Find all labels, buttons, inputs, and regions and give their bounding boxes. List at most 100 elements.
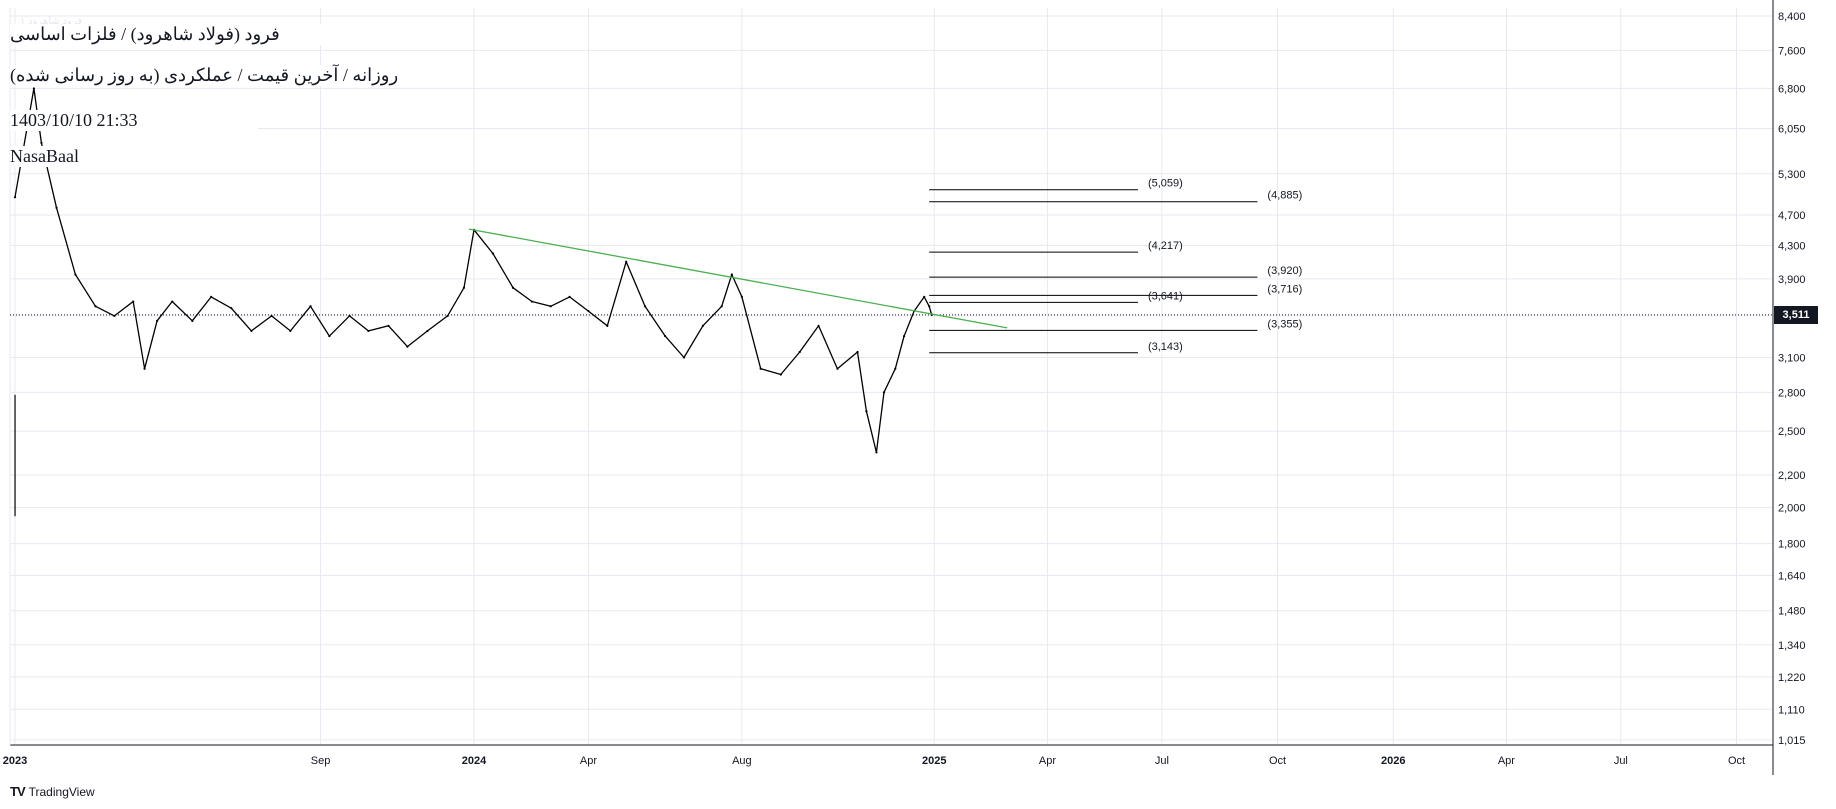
chart-datetime: 1403/10/10 21:33 (10, 110, 258, 131)
x-tick-label: Oct (1728, 755, 1745, 767)
price-point (40, 141, 43, 145)
x-tick-label: 2023 (3, 755, 27, 767)
price-point (894, 367, 897, 370)
chart-subtitle: روزانه / آخرین قیمت / عملکردی (به روز رس… (10, 65, 469, 86)
price-level-label: (4,885) (1267, 190, 1302, 202)
price-point (759, 367, 762, 370)
price-point (191, 319, 194, 322)
price-level-label: (3,641) (1148, 290, 1183, 302)
price-point (426, 329, 429, 333)
price-point (113, 314, 116, 318)
price-point (511, 286, 515, 289)
price-point (701, 324, 704, 327)
y-tick-label: 6,050 (1778, 123, 1806, 135)
price-point (32, 87, 35, 90)
y-tick-label: 4,700 (1778, 210, 1806, 222)
price-point (928, 305, 931, 308)
price-point (779, 373, 782, 376)
y-tick-label: 1,110 (1778, 704, 1805, 716)
price-level-label: (3,920) (1267, 265, 1302, 277)
price-point (143, 367, 146, 370)
y-tick-label: 2,800 (1778, 387, 1806, 399)
price-point (462, 286, 466, 289)
price-level-label: (3,355) (1267, 318, 1302, 330)
price-level-label: (3,716) (1267, 283, 1302, 295)
price-point (13, 196, 17, 199)
price-point (367, 329, 370, 333)
chart-axes: 8,400 7,600 6,800 6,050 5,300 4,700 4,300 3,900… (3, 0, 1806, 775)
price-point (250, 329, 253, 333)
price-point (289, 329, 292, 333)
price-point (568, 295, 571, 298)
y-tick-label: 1,015 (1778, 735, 1806, 747)
x-tick-label: 2026 (1381, 755, 1405, 767)
price-point (406, 345, 409, 348)
price-level-label: (4,217) (1148, 240, 1183, 252)
x-tick-label: Sep (311, 755, 331, 767)
y-tick-label: 6,800 (1778, 83, 1806, 95)
price-point (643, 305, 647, 308)
price-point (309, 305, 312, 308)
price-point (230, 307, 233, 310)
y-tick-label: 8,400 (1778, 11, 1806, 23)
x-tick-label: Apr (580, 755, 597, 767)
y-tick-label: 1,800 (1778, 539, 1806, 551)
y-tick-label: 3,900 (1778, 274, 1806, 286)
x-tick-label: Apr (1498, 755, 1515, 767)
price-point (625, 260, 628, 263)
price-point (210, 295, 213, 298)
x-tick-label: Jul (1614, 755, 1628, 767)
price-point (740, 295, 743, 298)
price-point (55, 206, 58, 209)
y-tick-label: 1,340 (1778, 640, 1806, 652)
price-point (836, 367, 839, 370)
price-point (549, 305, 552, 308)
price-series-line (14, 87, 933, 454)
price-point (720, 305, 723, 308)
price-point (328, 334, 331, 338)
price-point (798, 350, 801, 354)
price-level-label: (3,143) (1148, 341, 1183, 353)
price-level-label: (5,059) (1148, 178, 1183, 190)
price-point (856, 350, 859, 354)
y-tick-label: 1,480 (1778, 606, 1806, 618)
x-tick-label: Oct (1269, 755, 1286, 767)
y-tick-label: 2,500 (1778, 426, 1806, 438)
price-point (270, 314, 273, 318)
y-tick-label: 2,200 (1778, 470, 1806, 482)
y-tick-label: 1,220 (1778, 672, 1806, 684)
y-tick-label: 3,100 (1778, 352, 1806, 364)
price-point (156, 319, 159, 322)
price-point (74, 273, 77, 276)
tradingview-logo-icon: TV (10, 784, 26, 799)
resistance-trendline (468, 228, 1008, 329)
price-point (902, 334, 906, 338)
chart-author: NasaBaal (10, 146, 79, 167)
current-price-tag: 3,511 (1774, 305, 1818, 324)
symbol-ghost-label: فرود شاهرود ۱ (20, 16, 83, 27)
price-point (530, 300, 533, 303)
price-point (348, 314, 351, 318)
price-point (817, 324, 820, 327)
price-point (587, 309, 590, 313)
price-point (94, 305, 97, 308)
x-tick-label: Aug (732, 755, 752, 767)
price-point (682, 356, 686, 359)
tradingview-brand[interactable]: TV TradingView (10, 784, 95, 799)
price-point (865, 410, 868, 413)
y-tick-label: 1,640 (1778, 571, 1806, 583)
y-tick-label: 2,000 (1778, 503, 1806, 515)
chart-title: فرود (فولاد شاهرود) / فلزات اساسی (10, 24, 390, 45)
tradingview-name: TradingView (28, 784, 95, 799)
price-levels-layer: (5,059) (4,885) (4,217) (3,920) (3,716) (3,64… (929, 178, 1302, 354)
y-tick-label: 5,300 (1778, 169, 1806, 181)
y-tick-label: 4,300 (1778, 240, 1806, 252)
price-point (132, 300, 135, 303)
price-point (491, 252, 494, 255)
price-point (882, 391, 886, 394)
price-point (664, 334, 667, 338)
x-tick-label: Apr (1039, 755, 1056, 767)
x-tick-label: 2025 (922, 755, 946, 767)
price-point (171, 300, 174, 303)
